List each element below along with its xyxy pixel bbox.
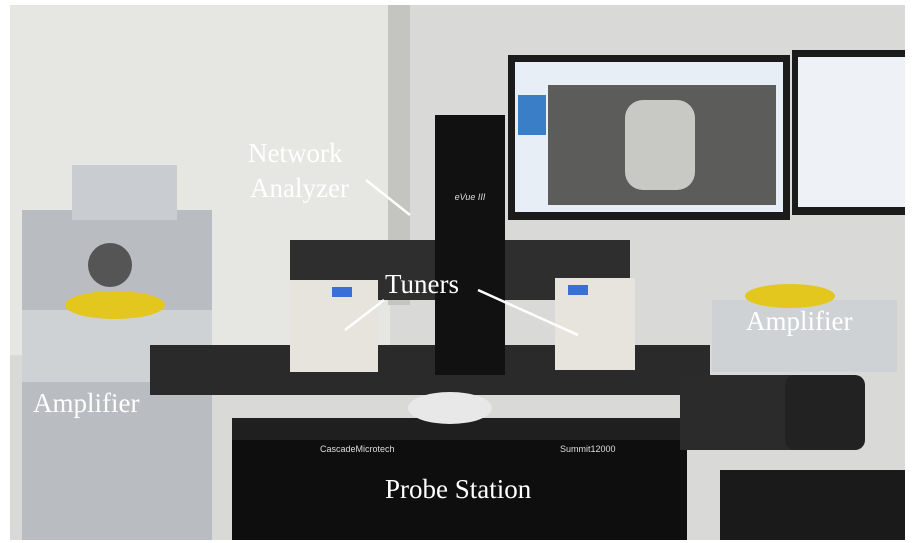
amplifier-label: Amplifier xyxy=(746,306,852,336)
pad xyxy=(625,100,695,190)
brand-label: CascadeMicrotech xyxy=(320,444,395,454)
fan-yellow xyxy=(745,284,835,308)
network-label: Analyzer xyxy=(250,173,349,203)
tuners-label: Tuners xyxy=(385,269,459,299)
probe-station-label: Probe Station xyxy=(385,474,532,504)
controller xyxy=(680,375,800,450)
tuner-display xyxy=(568,285,588,295)
scope-label: eVue III xyxy=(455,192,486,202)
screen-widget xyxy=(518,95,546,135)
keyboard xyxy=(720,470,905,540)
photo: eVue III CascadeMicrotech Summit12000 Ne… xyxy=(0,0,912,543)
fan-yellow xyxy=(65,291,165,319)
fan xyxy=(88,243,132,287)
screen-right xyxy=(798,57,905,207)
amplifier-label: Amplifier xyxy=(33,388,139,418)
wafer-chuck xyxy=(408,392,492,424)
microscope-tower xyxy=(435,115,505,375)
model-label: Summit12000 xyxy=(560,444,616,454)
instrument-box xyxy=(72,165,177,220)
network-label: Network xyxy=(248,138,343,168)
tuner-right xyxy=(555,278,635,370)
tuner-display xyxy=(332,287,352,297)
remote xyxy=(785,375,865,450)
